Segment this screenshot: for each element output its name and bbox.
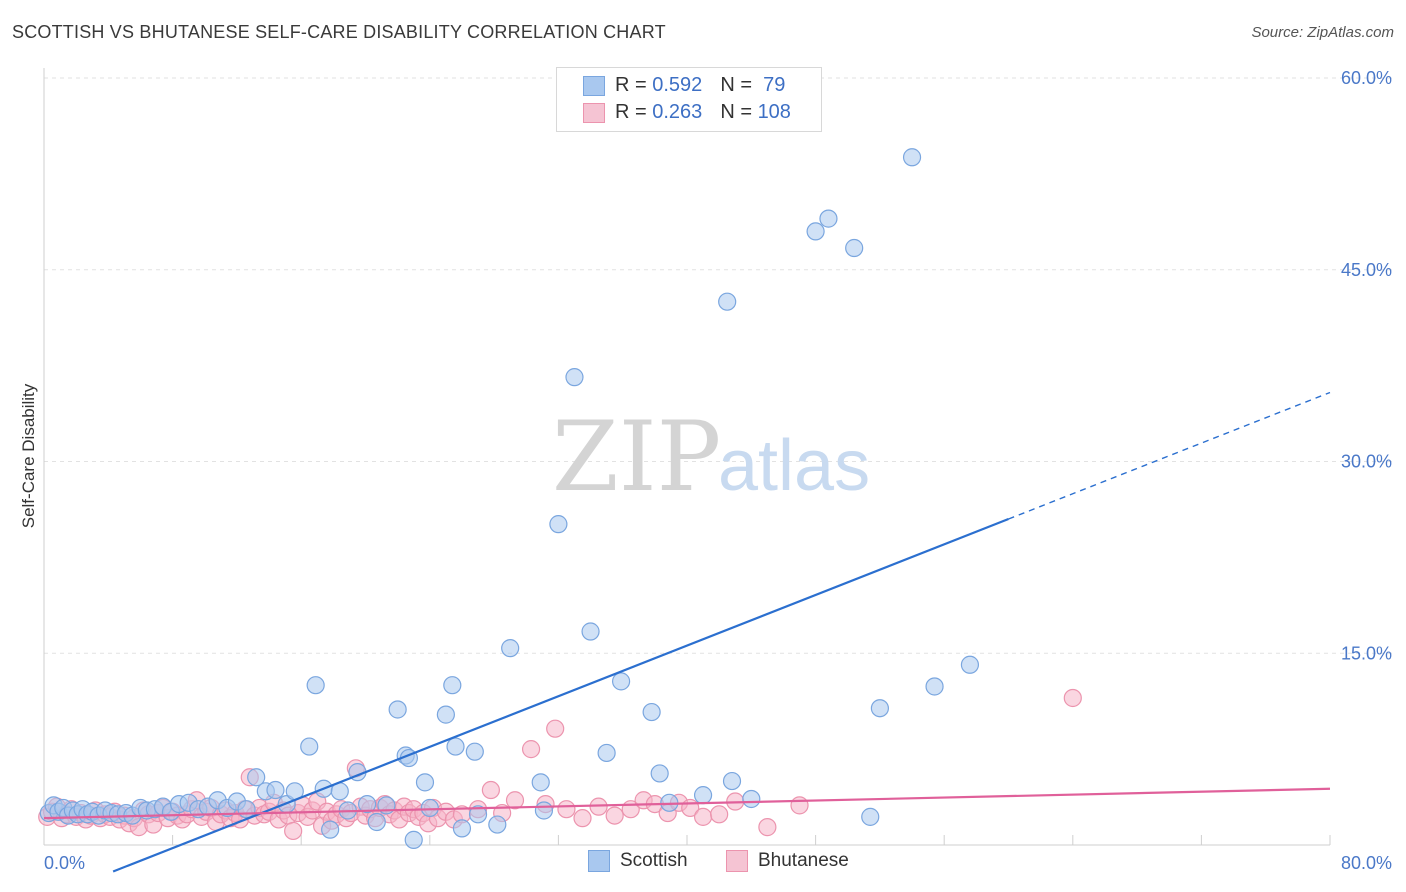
scottish-point [549,515,568,534]
legend-r-value: 0.263 [652,101,703,123]
bottom-legend-label-scottish: Scottish [620,850,688,872]
bhutanese-point [710,805,729,824]
scottish-point [452,819,472,838]
bhutanese-point [505,791,525,810]
legend: R = 0.592 N = 79 R = 0.263 N = 108 [556,67,822,132]
bhutanese-point [758,818,777,837]
bhutanese-point [1063,688,1082,708]
legend-n-value: 79 [757,74,786,96]
scottish-point [565,368,584,387]
scottish-point [501,639,520,658]
bhutanese-point [481,780,500,800]
chart-title: SCOTTISH VS BHUTANESE SELF-CARE DISABILI… [12,22,666,42]
scottish-point [443,676,462,695]
scottish-point [845,238,864,258]
legend-r-label: R = [615,101,653,123]
scottish-point [861,807,880,826]
x-tick-label: 80.0% [1341,853,1392,873]
scottish-point [358,794,377,814]
source-label: Source: ZipAtlas.com [1251,24,1394,41]
scottish-point [367,812,386,832]
bhutanese-point [284,821,303,841]
scottish-point [650,764,669,783]
bhutanese-point [693,807,713,826]
scottish-point [718,292,737,311]
scottish-point [321,820,340,839]
bottom-legend-swatch-scottish [588,850,610,872]
bottom-legend-swatch-bhutanese [726,850,748,872]
scottish-point [534,801,554,820]
scottish-trend-extension [1008,391,1331,520]
scottish-point [531,773,550,792]
scottish-point [925,677,944,696]
scottish-point [960,655,980,674]
scottish-point [488,815,507,834]
bottom-legend-scottish: Scottish [588,850,688,872]
scottish-point [420,798,439,818]
legend-n-value: 108 [757,101,791,123]
scottish-point [404,830,423,849]
scottish-point [902,148,922,167]
watermark-zip: ZIP [552,401,721,513]
scottish-point [436,705,455,724]
scottish-point [266,780,285,800]
x-tick-label: 0.0% [44,853,85,873]
scottish-point [611,672,631,691]
bottom-legend-bhutanese: Bhutanese [726,850,849,872]
scottish-point [306,676,325,695]
legend-row-scottish: R = 0.592 N = 79 [583,74,785,100]
scottish-point [388,700,407,719]
axes [43,68,1331,846]
legend-n-label: N = [720,101,758,123]
tick-labels: 15.0% 30.0% 45.0% 60.0% 0.0% 80.0% [44,68,1392,873]
scottish-point [597,743,616,763]
bhutanese-point [521,740,541,759]
legend-r-value: 0.592 [652,74,703,96]
scottish-point [237,800,256,819]
scottish-point [300,737,319,756]
legend-swatch-scottish [583,75,605,96]
y-axis-label: Self-Care Disability [19,383,38,528]
scottish-point [819,209,838,228]
y-tick-label: 60.0% [1341,68,1392,88]
scottish-point [415,773,435,792]
scottish-point [581,622,600,641]
y-tick-label: 30.0% [1341,452,1392,472]
scottish-point [722,771,742,791]
scottish-point [806,222,825,241]
scottish-point [642,702,661,722]
grid-lines [44,77,1392,654]
scottish-point [693,786,713,805]
bhutanese-point [790,796,809,815]
scottish-point [465,742,484,761]
legend-n-label: N = [720,74,758,96]
bhutanese-point [557,800,576,819]
bhutanese-trend-line [43,787,1331,820]
scottish-point [468,805,488,824]
legend-swatch-bhutanese [583,102,605,123]
bhutanese-point [546,719,565,738]
scottish-point [870,699,890,718]
bhutanese-point [605,806,624,825]
trend-lines [43,391,1331,873]
scottish-point [247,768,266,787]
y-tick-label: 45.0% [1341,260,1392,280]
bottom-legend-label-bhutanese: Bhutanese [758,850,849,872]
scottish-point [742,789,761,809]
y-tick-label: 15.0% [1341,643,1392,663]
legend-r-label: R = [615,74,653,96]
scottish-point [446,737,465,756]
legend-row-bhutanese: R = 0.263 N = 108 [583,101,791,127]
bhutanese-point [573,809,592,828]
watermark: ZIP atlas [552,401,870,513]
watermark-atlas: atlas [718,426,870,506]
